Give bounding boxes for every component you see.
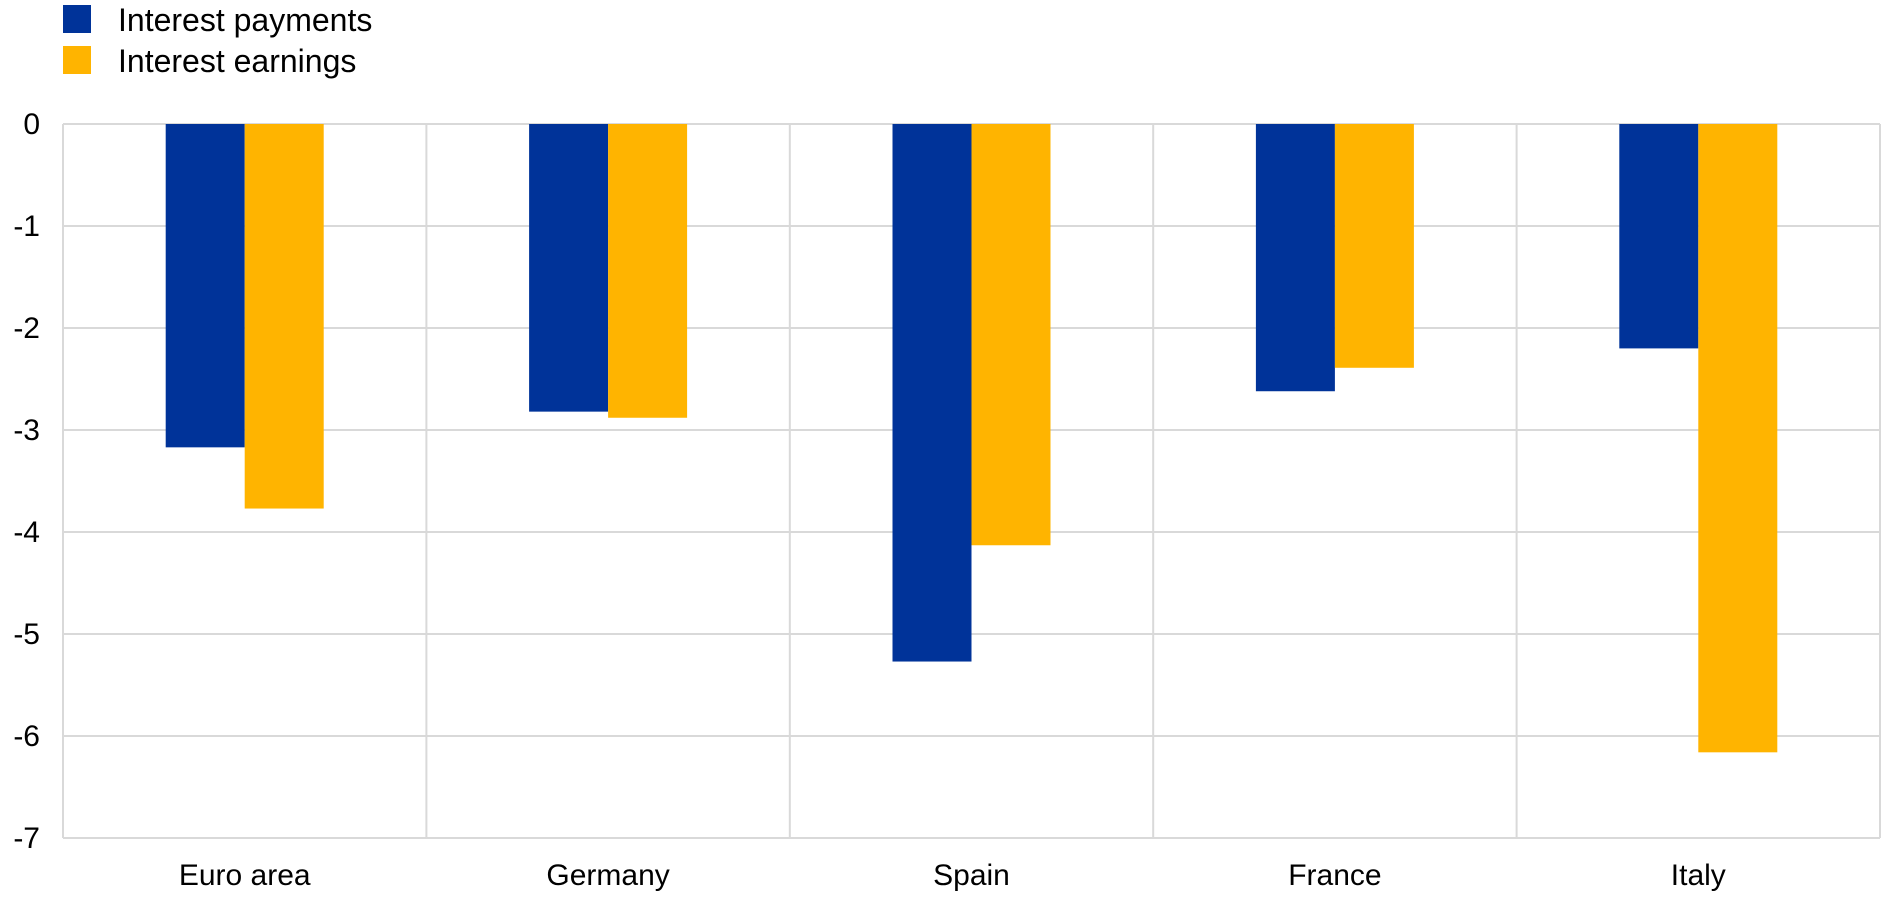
y-axis-ticks: 0 -1 -2 -3 -4 -5 -6 -7 bbox=[13, 108, 40, 855]
x-axis-ticks: Euro area Germany Spain France Italy bbox=[179, 859, 1726, 892]
y-tick-label: 0 bbox=[23, 108, 40, 141]
bar-interest-earnings-italy bbox=[1698, 124, 1778, 753]
bars bbox=[165, 124, 1778, 753]
legend-label-interest-payments: Interest payments bbox=[118, 2, 372, 38]
bar-interest-payments-spain bbox=[892, 124, 972, 662]
legend-swatch-interest-payments bbox=[63, 5, 91, 33]
bar-interest-payments-italy bbox=[1619, 124, 1699, 349]
bar-interest-payments-euro-area bbox=[165, 124, 245, 448]
x-tick-label: Euro area bbox=[179, 859, 311, 892]
y-tick-label: -7 bbox=[13, 822, 40, 855]
x-tick-label: Italy bbox=[1671, 859, 1726, 892]
y-tick-label: -1 bbox=[13, 210, 40, 243]
x-tick-label: Spain bbox=[933, 859, 1010, 892]
x-tick-label: France bbox=[1288, 859, 1381, 892]
bar-interest-earnings-euro-area bbox=[244, 124, 324, 509]
y-tick-label: -3 bbox=[13, 414, 40, 447]
y-tick-label: -4 bbox=[13, 516, 40, 549]
bar-interest-earnings-spain bbox=[971, 124, 1051, 546]
bar-interest-earnings-germany bbox=[608, 124, 688, 418]
x-tick-label: Germany bbox=[546, 859, 669, 892]
y-tick-label: -5 bbox=[13, 618, 40, 651]
y-tick-label: -6 bbox=[13, 720, 40, 753]
legend-swatch-interest-earnings bbox=[63, 46, 91, 74]
bar-interest-payments-germany bbox=[529, 124, 609, 412]
legend: Interest payments Interest earnings bbox=[63, 2, 372, 79]
bar-interest-earnings-france bbox=[1334, 124, 1414, 368]
y-tick-label: -2 bbox=[13, 312, 40, 345]
legend-label-interest-earnings: Interest earnings bbox=[118, 43, 356, 79]
bar-interest-payments-france bbox=[1255, 124, 1335, 392]
